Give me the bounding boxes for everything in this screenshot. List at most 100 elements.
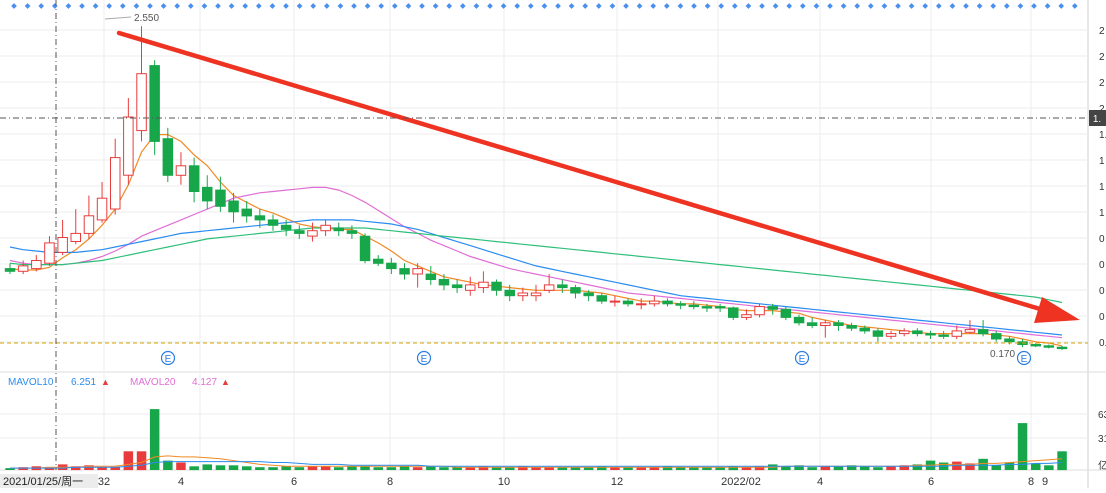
candle-body: [4, 268, 16, 272]
volume-bar: [268, 467, 278, 470]
volume-bar: [123, 451, 134, 471]
candle-body: [96, 197, 108, 221]
candle-body: [1030, 344, 1041, 347]
candle-body: [964, 329, 976, 333]
signal-dot: [555, 3, 561, 9]
candle-body: [636, 303, 647, 306]
mavol20-up-icon: ▲: [221, 377, 230, 387]
signal-dot: [1031, 3, 1037, 9]
signal-dot: [174, 3, 181, 9]
candle-body: [412, 268, 423, 275]
signal-dot: [908, 3, 915, 9]
signal-dot: [663, 3, 670, 9]
candle-body: [688, 304, 700, 308]
volume-bar: [518, 466, 528, 471]
event-marker-icon: [1016, 350, 1032, 366]
candle-body: [530, 292, 542, 297]
mavol10-name: MAVOL10: [8, 377, 54, 388]
signal-dot: [854, 3, 861, 9]
candle-body: [793, 316, 805, 324]
candle-body: [162, 138, 174, 176]
signal-dot: [106, 3, 113, 9]
volume-bar: [754, 466, 765, 471]
volume-bar: [965, 463, 975, 470]
candle-body: [110, 157, 121, 210]
signal-dot: [405, 3, 412, 9]
candle-body: [714, 306, 726, 309]
candle-body: [872, 330, 884, 337]
candle-body: [188, 165, 200, 193]
signal-dot: [51, 3, 58, 9]
signal-dot: [446, 3, 453, 9]
volume-bar: [597, 466, 607, 471]
candle-body: [280, 224, 292, 230]
event-marker-icon: [160, 350, 176, 366]
time-tick-label: 4: [817, 476, 823, 488]
candle-body: [662, 300, 673, 305]
price-tick-label: 1.: [1099, 130, 1106, 141]
signal-dot: [786, 3, 793, 9]
signal-dot: [487, 3, 493, 9]
signal-dot: [990, 3, 997, 9]
volume-bar: [491, 467, 502, 470]
candle-body: [899, 330, 910, 335]
volume-bar: [689, 467, 699, 470]
ma10-line: [9, 186, 1063, 339]
candle-body: [649, 300, 660, 305]
volume-bar: [557, 467, 568, 470]
volume-bar: [215, 465, 226, 470]
volume-bar: [649, 467, 660, 470]
mavol10-value: 6.251: [71, 377, 96, 388]
candle-body: [70, 232, 81, 242]
candle-body: [912, 330, 923, 335]
volume-tick-label: 31: [1098, 434, 1106, 445]
candle-body: [977, 329, 989, 335]
signal-dot: [718, 3, 725, 9]
candle-body: [543, 284, 555, 291]
candle-body: [806, 322, 818, 326]
candle-body: [175, 165, 187, 176]
time-tick-label: 9: [1042, 476, 1048, 488]
candle-body: [570, 287, 581, 294]
volume-bar: [255, 467, 265, 470]
candle-body: [202, 186, 213, 202]
volume-bars: [5, 409, 1067, 471]
signal-dot: [201, 3, 208, 9]
signal-dot: [337, 3, 344, 9]
signal-dot: [1071, 3, 1078, 9]
mavol20-name: MAVOL20: [130, 377, 176, 388]
candle-body: [833, 322, 844, 326]
price-tick-label: 2: [1099, 26, 1105, 37]
signal-dot: [895, 3, 901, 9]
signal-dot: [255, 3, 262, 9]
volume-bar: [110, 467, 120, 470]
signal-dot: [133, 3, 140, 9]
volume-bar: [505, 467, 515, 470]
candle-body: [57, 237, 68, 253]
signal-dot: [323, 3, 330, 9]
signal-dot: [568, 3, 575, 9]
candle-body: [951, 330, 963, 337]
candle-body: [307, 230, 318, 237]
volume-bar: [544, 467, 554, 470]
signal-dot: [759, 3, 765, 9]
signal-dot: [187, 3, 194, 9]
time-tick-label: 10: [498, 476, 510, 488]
volume-bar: [307, 466, 318, 471]
volume-bar: [675, 467, 686, 470]
candle-body: [925, 333, 936, 336]
candle-body: [728, 307, 739, 318]
candle-body: [44, 242, 55, 264]
time-tick-label: 4: [178, 476, 184, 488]
event-marker-label: E: [421, 354, 428, 365]
signal-dot: [731, 3, 738, 9]
candle-body: [504, 289, 515, 297]
signal-dot: [500, 3, 507, 9]
time-tick-label: 2022/02: [721, 476, 761, 488]
price-tick-label: 1: [1099, 182, 1105, 193]
signal-dot: [527, 3, 534, 9]
candle-body: [885, 333, 897, 337]
price-tick-label: 0: [1099, 234, 1105, 245]
